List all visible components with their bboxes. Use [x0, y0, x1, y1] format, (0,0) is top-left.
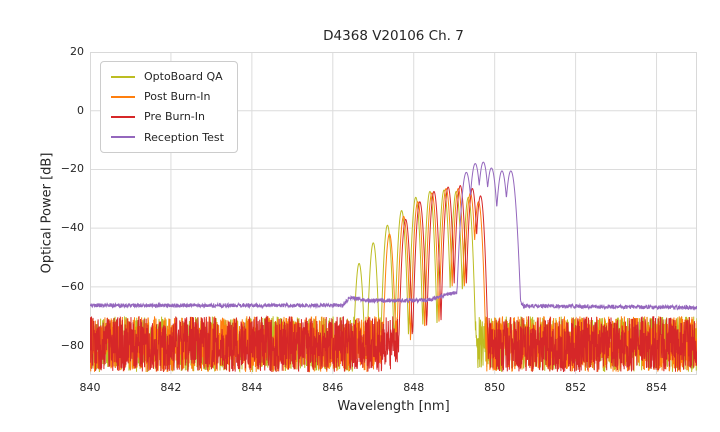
- chart-title: D4368 V20106 Ch. 7: [323, 28, 464, 44]
- legend: OptoBoard QA Post Burn-In Pre Burn-In Recep…: [100, 61, 238, 153]
- legend-line-swatch: [111, 136, 135, 139]
- legend-label: Pre Burn-In: [144, 110, 205, 124]
- y-tick-label: −40: [60, 221, 84, 235]
- y-tick-label: 20: [70, 45, 84, 58]
- series-line-pre-burn-in: [90, 184, 697, 373]
- x-tick-label: 846: [322, 381, 344, 394]
- x-axis-label: Wavelength [nm]: [337, 399, 450, 414]
- legend-label: OptoBoard QA: [144, 70, 223, 83]
- legend-item: Reception Test: [111, 131, 224, 144]
- x-tick-label: 854: [646, 381, 668, 394]
- y-tick-label: −80: [60, 338, 84, 352]
- x-tick-label: 852: [565, 381, 587, 394]
- legend-item: Post Burn-In: [111, 90, 224, 103]
- legend-item: Pre Burn-In: [111, 110, 224, 123]
- legend-line-swatch: [111, 75, 135, 78]
- y-tick-label: −60: [60, 279, 84, 293]
- x-tick-label: 844: [241, 381, 263, 394]
- x-tick-label: 842: [160, 381, 182, 394]
- plot-area: OptoBoard QA Post Burn-In Pre Burn-In Recep…: [90, 52, 697, 375]
- series-line-reception-test: [90, 161, 697, 311]
- legend-line-swatch: [111, 95, 135, 98]
- y-tick-label: −20: [60, 162, 84, 176]
- plot-border: [90, 52, 697, 375]
- legend-label: Reception Test: [144, 130, 224, 144]
- legend-line-swatch: [111, 115, 135, 118]
- legend-item: OptoBoard QA: [111, 70, 224, 83]
- x-tick-label: 848: [403, 381, 425, 394]
- x-tick-label: 850: [484, 381, 506, 394]
- x-tick-label: 840: [79, 381, 101, 394]
- legend-label: Post Burn-In: [144, 90, 211, 104]
- y-tick-label: 0: [77, 103, 84, 117]
